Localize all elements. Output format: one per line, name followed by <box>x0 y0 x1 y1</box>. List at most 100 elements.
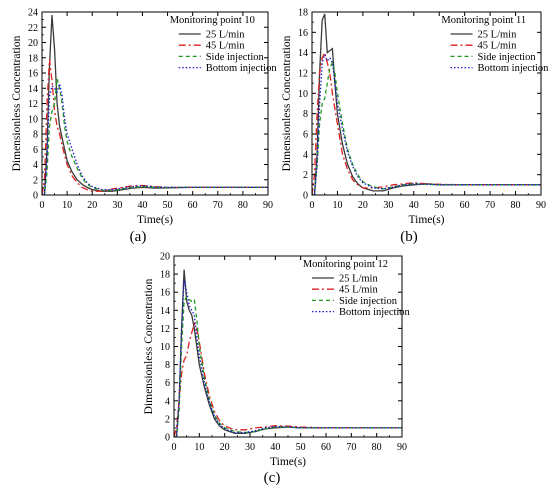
y-tick-label: 4 <box>165 396 170 407</box>
y-tick-label: 16 <box>160 288 170 299</box>
series-line-3 <box>312 60 541 195</box>
chart-panel-a: 0 10 20 30 40 50 60 70 80 90024681012141618202224… <box>11 8 277 227</box>
x-tick-label: 80 <box>511 200 521 211</box>
y-axis-title: Dimensionless Concentration <box>281 35 293 171</box>
y-tick-label: 6 <box>33 145 38 156</box>
legend-label-2: 45 L/min <box>206 41 246 52</box>
x-tick-label: 0 <box>172 442 177 453</box>
x-tick-label: 50 <box>434 200 444 211</box>
series-line-4 <box>42 83 268 195</box>
y-tick-label: 20 <box>28 38 38 49</box>
x-tick-label: 10 <box>62 200 72 211</box>
y-tick-label: 12 <box>160 324 170 335</box>
y-tick-label: 6 <box>303 130 308 141</box>
series-line-2 <box>174 322 402 437</box>
x-tick-label: 80 <box>238 200 248 211</box>
x-tick-label: 80 <box>372 442 382 453</box>
x-tick-label: 0 <box>310 200 315 211</box>
y-tick-label: 6 <box>165 378 170 389</box>
y-tick-label: 18 <box>160 270 170 281</box>
x-tick-label: 0 <box>40 200 45 211</box>
y-tick-label: 16 <box>298 28 308 39</box>
panel-label-c: (c) <box>263 470 281 486</box>
y-tick-label: 12 <box>28 99 38 110</box>
y-tick-label: 10 <box>160 342 170 353</box>
y-tick-label: 12 <box>298 69 308 80</box>
x-axis-title: Time(s) <box>270 456 306 468</box>
x-tick-label: 60 <box>321 442 331 453</box>
series-line-3 <box>174 295 402 437</box>
legend-label-1: 25 L/min <box>339 274 379 285</box>
series-line-4 <box>312 52 541 195</box>
legend-label-3: Side injection <box>339 296 398 307</box>
y-tick-label: 14 <box>160 306 170 317</box>
y-tick-label: 0 <box>33 191 38 202</box>
y-tick-label: 10 <box>298 89 308 100</box>
legend-title: Monitoring point 10 <box>170 15 255 26</box>
x-tick-label: 90 <box>536 200 546 211</box>
chart-panel-c: 0 10 20 30 40 50 60 70 80 90 0 2 4 6 8 10 12 14 16 18 20 Time… <box>143 252 411 469</box>
panel-label-a: (a) <box>129 229 147 245</box>
y-tick-label: 2 <box>303 170 308 181</box>
legend-label-4: Bottom injection <box>478 63 550 74</box>
series-line-2 <box>42 59 268 195</box>
x-tick-label: 20 <box>220 442 230 453</box>
chart-panel-b: 0 10 20 30 40 50 60 70 80 90 0 2 4 6 8 10 12 14 16 18 Time(s… <box>281 8 549 227</box>
series-line-1 <box>312 13 541 195</box>
legend-label-2: 45 L/min <box>339 285 379 296</box>
x-tick-label: 60 <box>460 200 470 211</box>
legend-label-4: Bottom injection <box>206 63 278 74</box>
series-line-3 <box>42 78 268 195</box>
y-tick-label: 18 <box>298 8 308 19</box>
x-tick-label: 20 <box>87 200 97 211</box>
legend-label-1: 25 L/min <box>478 30 518 41</box>
x-tick-label: 50 <box>163 200 173 211</box>
legend-title: Monitoring point 12 <box>303 259 388 270</box>
series-line-4 <box>174 280 402 437</box>
y-tick-label: 2 <box>165 414 170 425</box>
y-axis-title: Dimensionless Concentration <box>11 35 23 171</box>
y-tick-label: 24 <box>28 8 38 19</box>
panel-label-b: (b) <box>400 229 418 245</box>
y-tick-label: 10 <box>28 114 38 125</box>
y-tick-label: 0 <box>303 191 308 202</box>
y-tick-label: 22 <box>28 23 38 34</box>
y-tick-label: 4 <box>303 150 308 161</box>
y-tick-label: 20 <box>160 252 170 263</box>
y-tick-label: 8 <box>303 109 308 120</box>
x-tick-label: 70 <box>213 200 223 211</box>
x-tick-label: 70 <box>485 200 495 211</box>
x-tick-label: 70 <box>346 442 356 453</box>
x-tick-label: 50 <box>296 442 306 453</box>
x-tick-label: 90 <box>397 442 407 453</box>
x-tick-label: 30 <box>112 200 122 211</box>
y-tick-label: 2 <box>33 175 38 186</box>
y-tick-label: 14 <box>28 84 38 95</box>
legend-label-2: 45 L/min <box>478 41 518 52</box>
legend-label-3: Side injection <box>478 52 537 63</box>
y-tick-label: 16 <box>28 69 38 80</box>
y-tick-label: 8 <box>165 360 170 371</box>
x-tick-label: 30 <box>245 442 255 453</box>
x-tick-label: 20 <box>358 200 368 211</box>
y-tick-label: 8 <box>33 130 38 141</box>
x-tick-label: 40 <box>409 200 419 211</box>
x-tick-label: 30 <box>383 200 393 211</box>
x-tick-label: 40 <box>270 442 280 453</box>
y-axis-title: Dimensionless Concentration <box>143 278 155 414</box>
x-tick-label: 40 <box>137 200 147 211</box>
legend-label-4: Bottom injection <box>339 307 411 318</box>
x-tick-label: 60 <box>188 200 198 211</box>
x-tick-label: 90 <box>263 200 273 211</box>
y-tick-label: 18 <box>28 53 38 64</box>
x-tick-label: 10 <box>194 442 204 453</box>
x-axis-title: Time(s) <box>137 214 173 226</box>
legend-title: Monitoring point 11 <box>441 15 526 26</box>
y-tick-label: 14 <box>298 48 308 59</box>
x-tick-label: 10 <box>332 200 342 211</box>
